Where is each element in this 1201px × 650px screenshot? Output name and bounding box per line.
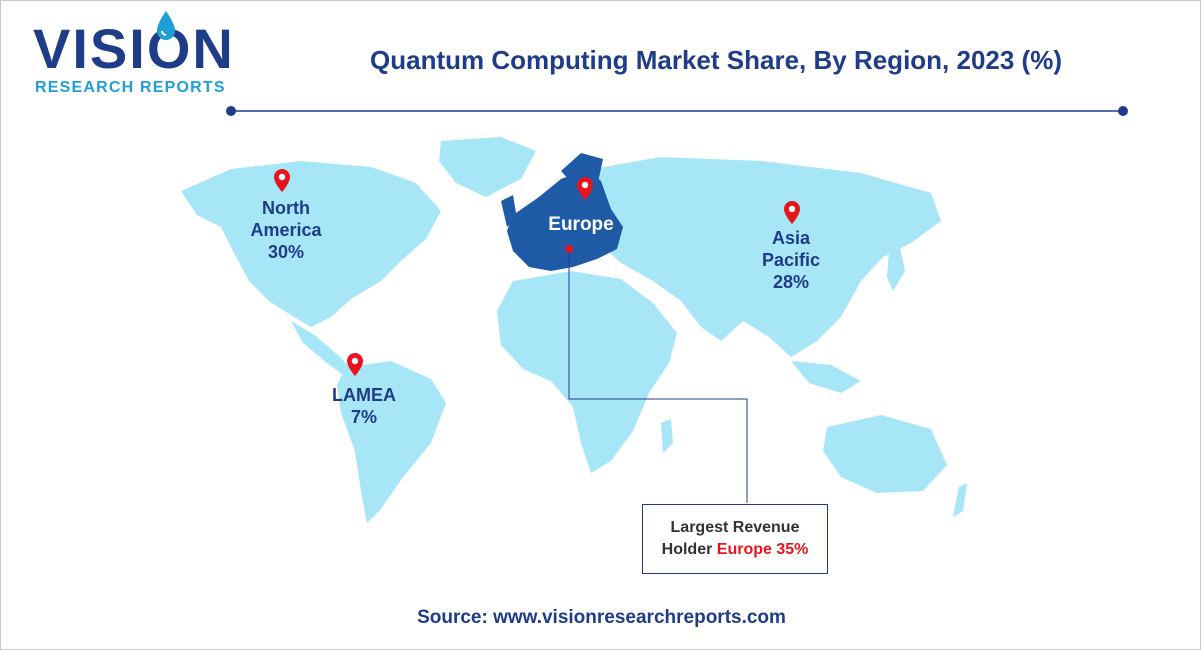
source-note: Source: www.visionresearchreports.com (417, 607, 786, 628)
region-name-line1: LAMEA (332, 385, 396, 405)
new-zealand-shape (953, 483, 967, 517)
logo-wordmark: VISION (33, 17, 235, 80)
region-name-line1: North (262, 198, 310, 218)
water-drop-icon (157, 11, 175, 40)
largest-revenue-callout: Largest Revenue Holder Europe 35% (642, 504, 828, 574)
brand-logo: VISION RESEARCH REPORTS (33, 11, 235, 99)
north-america-shape (181, 161, 441, 327)
region-share: 7% (350, 407, 377, 427)
region-label-asia-pacific: Asia Pacific 28% (736, 227, 846, 293)
south-america-shape (337, 361, 446, 523)
japan-shape (887, 243, 905, 291)
southeast-asia-shape (791, 361, 861, 393)
europe-marker-dot (565, 245, 573, 253)
central-america-shape (291, 321, 353, 377)
asia-shape (581, 157, 941, 357)
greenland-shape (439, 137, 536, 197)
region-share: 30% (267, 242, 305, 262)
map-pin-icon (274, 169, 290, 192)
region-name-line2: Pacific (761, 250, 821, 270)
region-label-lamea: LAMEA 7% (309, 384, 419, 428)
region-label-europe: Europe (548, 214, 614, 235)
region-share: 28% (772, 272, 810, 292)
madagascar-shape (661, 419, 673, 453)
region-name-line1: Asia (771, 228, 811, 248)
africa-shape (497, 271, 677, 473)
logo-tagline: RESEARCH REPORTS (35, 79, 226, 96)
europe-shape (507, 169, 623, 271)
map-pin-icon (577, 177, 593, 200)
callout-line1: Largest Revenue (670, 519, 800, 536)
map-pin-icon (347, 353, 363, 376)
callout-highlight: Europe 35% (716, 541, 809, 558)
land-masses (181, 137, 967, 523)
uk-shape (501, 195, 517, 227)
callout-leader-line (568, 251, 748, 503)
callout-line2-prefix: Holder (661, 541, 713, 558)
world-map (181, 137, 967, 523)
region-label-north-america: North America 30% (231, 197, 341, 263)
map-pin-icon (784, 201, 800, 224)
australia-shape (823, 415, 947, 493)
title-divider (226, 106, 1128, 116)
region-name-line2: America (250, 220, 322, 240)
chart-title: Quantum Computing Market Share, By Regio… (370, 45, 1062, 75)
